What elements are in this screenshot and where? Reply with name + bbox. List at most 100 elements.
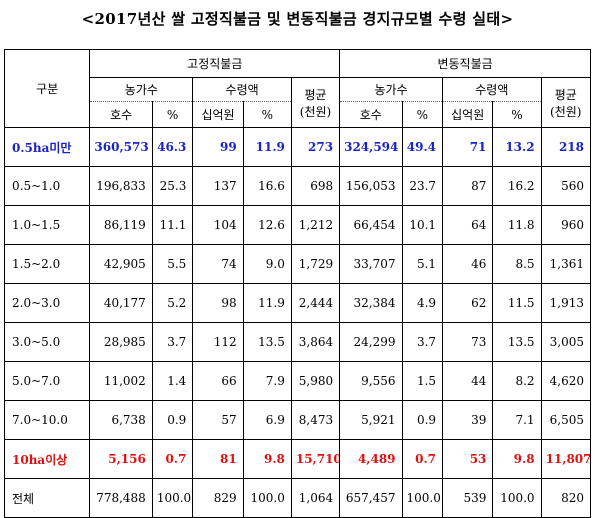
cell-variable-amount-percent: 7.1 xyxy=(492,400,542,440)
cell-fixed-billion-won: 74 xyxy=(192,244,244,284)
cell-fixed-amount-percent: 9.0 xyxy=(242,244,292,284)
cell-variable-billion-won: 539 xyxy=(442,478,494,518)
cell-fixed-billion-won: 98 xyxy=(192,283,244,323)
cell-fixed-billion-won: 66 xyxy=(192,361,244,401)
cell-fixed-average: 1,064 xyxy=(290,478,341,518)
cell-variable-average: 4,620 xyxy=(540,361,592,401)
table-row: 1.5~2.0 42,905 5.5 74 9.0 1,729 33,707 5.1 46 8.5… xyxy=(3,244,592,284)
cell-fixed-households: 6,738 xyxy=(89,400,153,440)
cell-fixed-percent: 11.1 xyxy=(151,205,194,245)
cell-fixed-billion-won: 829 xyxy=(192,478,244,518)
header-fixed-households: 호수 xyxy=(89,101,153,128)
cell-fixed-average: 1,729 xyxy=(290,244,341,284)
cell-fixed-amount-percent: 16.6 xyxy=(242,166,292,206)
cell-variable-percent: 3.7 xyxy=(401,322,444,362)
header-variable-average-unit: (천원) xyxy=(550,104,582,119)
cell-variable-households: 32,384 xyxy=(339,283,403,323)
cell-variable-households: 24,299 xyxy=(339,322,403,362)
cell-fixed-billion-won: 99 xyxy=(192,127,244,167)
cell-fixed-average: 1,212 xyxy=(290,205,341,245)
cell-variable-billion-won: 73 xyxy=(442,322,494,362)
cell-fixed-percent: 25.3 xyxy=(151,166,194,206)
cell-variable-average: 11,807 xyxy=(540,439,592,479)
row-label: 5.0~7.0 xyxy=(3,361,91,401)
cell-variable-percent: 10.1 xyxy=(401,205,444,245)
cell-fixed-percent: 0.7 xyxy=(151,439,194,479)
cell-variable-average: 6,505 xyxy=(540,400,592,440)
cell-variable-billion-won: 39 xyxy=(442,400,494,440)
cell-variable-billion-won: 46 xyxy=(442,244,494,284)
cell-fixed-households: 778,488 xyxy=(89,478,153,518)
header-row-sub: 농가수 수령액 평균 (천원) 농가수 수령액 평균 (천원) xyxy=(5,77,592,128)
header-variable-amount-percent: % xyxy=(492,101,542,128)
cell-variable-amount-percent: 16.2 xyxy=(492,166,542,206)
cell-variable-percent: 4.9 xyxy=(401,283,444,323)
table-row: 2.0~3.0 40,177 5.2 98 11.9 2,444 32,384 4.9 62 11… xyxy=(3,283,592,323)
cell-variable-households: 324,594 xyxy=(339,127,403,167)
header-variable-farms: 농가수 xyxy=(339,77,444,102)
row-label: 10ha이상 xyxy=(3,439,91,479)
cell-variable-average: 3,005 xyxy=(540,322,592,362)
cell-fixed-households: 11,002 xyxy=(89,361,153,401)
cell-variable-amount-percent: 13.5 xyxy=(492,322,542,362)
cell-fixed-amount-percent: 9.8 xyxy=(242,439,292,479)
cell-variable-average: 560 xyxy=(540,166,592,206)
row-label: 1.5~2.0 xyxy=(3,244,91,284)
cell-variable-average: 218 xyxy=(540,127,592,167)
cell-variable-percent: 49.4 xyxy=(401,127,444,167)
header-fixed-average-unit: (천원) xyxy=(299,104,332,119)
cell-fixed-amount-percent: 7.9 xyxy=(242,361,292,401)
cell-variable-percent: 1.5 xyxy=(401,361,444,401)
table-row: 1.0~1.5 86,119 11.1 104 12.6 1,212 66,454 10.1 6… xyxy=(3,205,592,245)
header-fixed-average-label: 평균 xyxy=(304,87,327,102)
header-fixed-payment: 고정직불금 xyxy=(89,49,341,78)
header-variable-payment: 변동직불금 xyxy=(339,49,591,78)
cell-fixed-households: 28,985 xyxy=(89,322,153,362)
cell-variable-amount-percent: 8.5 xyxy=(492,244,542,284)
row-label: 3.0~5.0 xyxy=(3,322,91,362)
cell-fixed-average: 273 xyxy=(290,127,341,167)
cell-variable-amount-percent: 11.5 xyxy=(492,283,542,323)
cell-variable-households: 33,707 xyxy=(339,244,403,284)
header-fixed-billion-won: 십억원 xyxy=(192,101,244,128)
cell-variable-billion-won: 64 xyxy=(442,205,494,245)
cell-fixed-amount-percent: 13.5 xyxy=(242,322,292,362)
cell-variable-amount-percent: 100.0 xyxy=(492,478,542,518)
cell-variable-percent: 5.1 xyxy=(401,244,444,284)
cell-variable-average: 960 xyxy=(540,205,592,245)
cell-variable-percent: 0.7 xyxy=(401,439,444,479)
cell-variable-billion-won: 44 xyxy=(442,361,494,401)
cell-variable-households: 66,454 xyxy=(339,205,403,245)
cell-fixed-amount-percent: 11.9 xyxy=(242,127,292,167)
header-fixed-amount: 수령액 xyxy=(192,77,292,102)
header-variable-households: 호수 xyxy=(339,101,403,128)
header-variable-average: 평균 (천원) xyxy=(540,77,592,128)
cell-fixed-average: 15,710 xyxy=(290,439,341,479)
cell-fixed-percent: 5.2 xyxy=(151,283,194,323)
cell-fixed-amount-percent: 12.6 xyxy=(242,205,292,245)
cell-variable-average: 820 xyxy=(540,478,592,518)
cell-fixed-billion-won: 104 xyxy=(192,205,244,245)
header-row-group: 구분 고정직불금 변동직불금 xyxy=(3,49,591,128)
cell-fixed-households: 40,177 xyxy=(89,283,153,323)
cell-fixed-percent: 3.7 xyxy=(151,322,194,362)
table-row: 0.5~1.0 196,833 25.3 137 16.6 698 156,053 23.7 8… xyxy=(3,166,592,206)
cell-fixed-percent: 5.5 xyxy=(151,244,194,284)
cell-variable-amount-percent: 9.8 xyxy=(492,439,542,479)
table-row: 10ha이상 5,156 0.7 81 9.8 15,710 4,489 0.7 53 9.8 11… xyxy=(3,439,592,479)
cell-variable-households: 9,556 xyxy=(339,361,403,401)
page-title: <2017년산 쌀 고정직불금 및 변동직불금 경지규모별 수령 실태> xyxy=(81,10,514,28)
payment-table: 구분 고정직불금 변동직불금 농가수 수령액 평균 (천원) 농가수 수령액 평… xyxy=(3,49,592,518)
cell-fixed-billion-won: 137 xyxy=(192,166,244,206)
cell-variable-percent: 0.9 xyxy=(401,400,444,440)
cell-fixed-households: 86,119 xyxy=(89,205,153,245)
header-fixed-percent: % xyxy=(151,101,194,128)
cell-variable-billion-won: 87 xyxy=(442,166,494,206)
cell-variable-billion-won: 71 xyxy=(442,127,494,167)
header-fixed-average: 평균 (천원) xyxy=(290,77,341,128)
header-variable-percent: % xyxy=(401,101,444,128)
cell-fixed-percent: 46.3 xyxy=(151,127,194,167)
row-label: 0.5ha미만 xyxy=(3,127,91,167)
cell-fixed-households: 360,573 xyxy=(89,127,153,167)
cell-fixed-households: 196,833 xyxy=(89,166,153,206)
